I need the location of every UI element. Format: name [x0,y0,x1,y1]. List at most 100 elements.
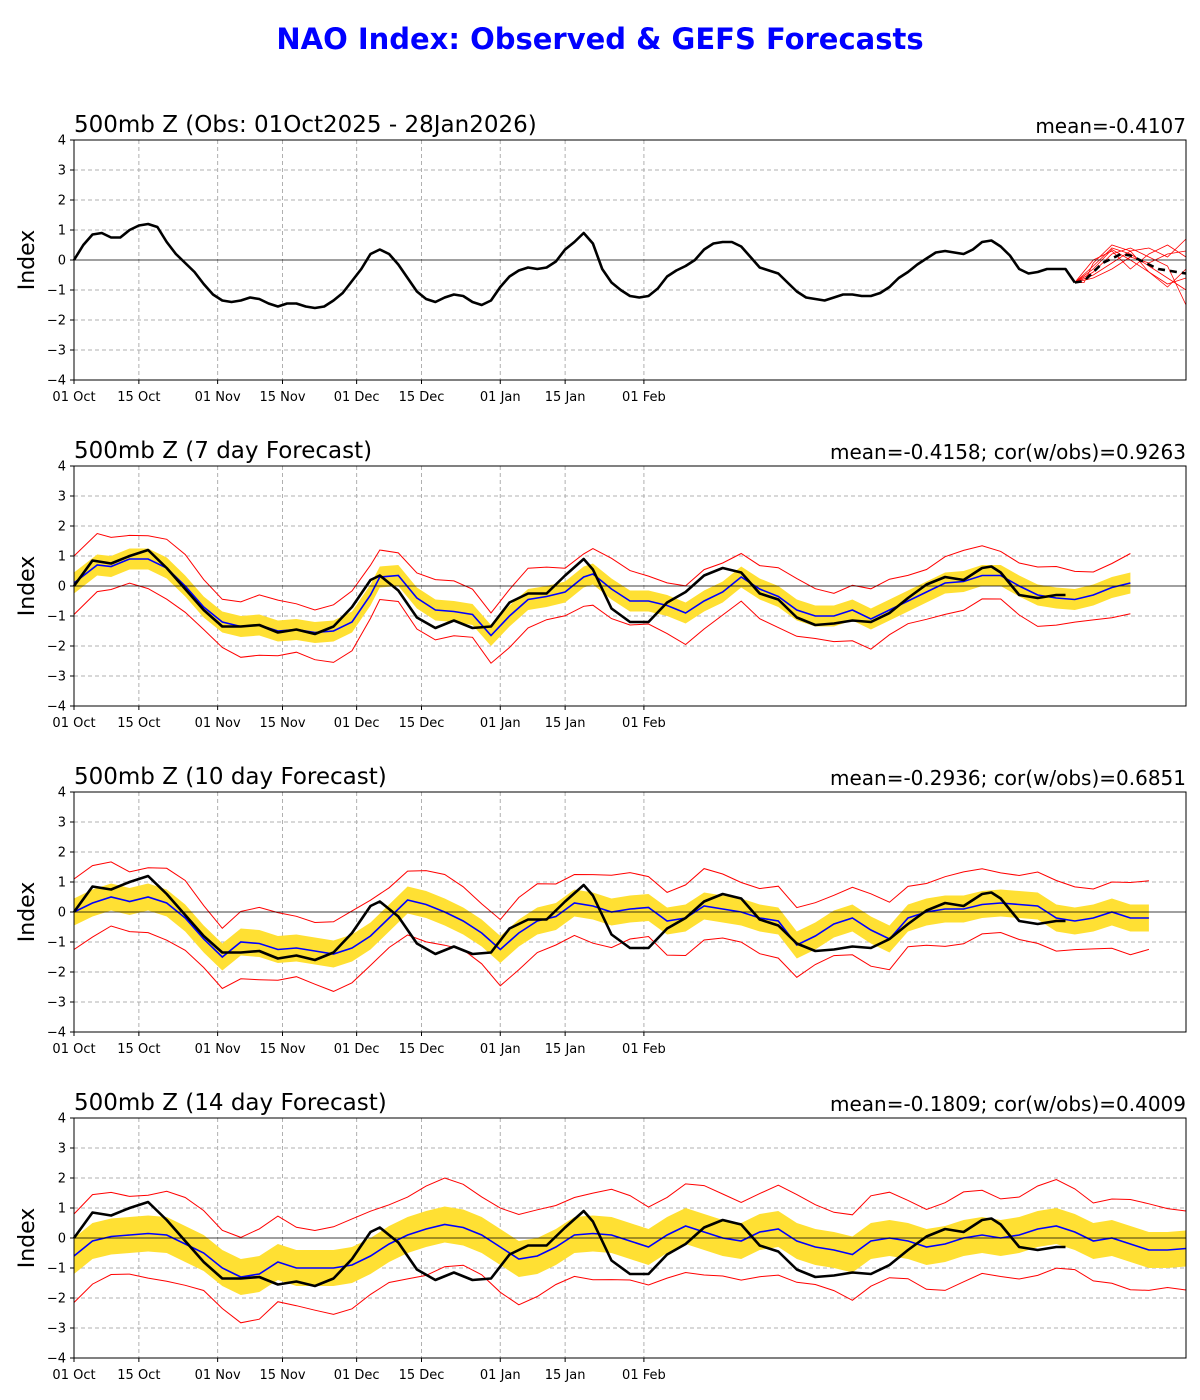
y-tick-label: 3 [58,490,66,505]
chart-panel-observed: 500mb Z (Obs: 01Oct2025 - 28Jan2026) mean… [15,112,1187,405]
x-tick-label: 15 Oct [117,390,160,405]
spread-band [74,883,1149,971]
ensemble-member-line [1074,247,1187,291]
x-tick-label: 01 Nov [195,1368,241,1383]
x-tick-label: 01 Nov [195,1042,241,1057]
x-tick-label: 15 Jan [545,1368,586,1383]
y-tick-label: −2 [47,640,66,655]
x-tick-label: 01 Jan [480,1042,521,1057]
x-tick-label: 15 Dec [399,1042,445,1057]
x-tick-label: 01 Oct [52,1368,95,1383]
panel-title: 500mb Z (Obs: 01Oct2025 - 28Jan2026) [74,112,537,138]
x-tick-label: 15 Dec [399,1368,445,1383]
y-axis-label: Index [15,1208,40,1269]
y-tick-label: 4 [58,134,66,149]
x-tick-label: 01 Jan [480,1368,521,1383]
x-tick-label: 01 Nov [195,390,241,405]
chart-panel-7-day: 500mb Z (7 day Forecast) mean=-0.4158; co… [15,438,1187,731]
y-tick-label: −3 [47,1322,66,1337]
x-tick-label: 01 Dec [334,390,380,405]
x-tick-label: 15 Oct [117,716,160,731]
y-tick-label: 0 [58,1232,66,1247]
x-tick-label: 01 Feb [622,716,666,731]
x-tick-label: 01 Jan [480,716,521,731]
y-tick-label: 4 [58,460,66,475]
ensemble-member-line [1074,238,1187,283]
x-tick-label: 15 Nov [259,1042,305,1057]
y-tick-label: −2 [47,966,66,981]
x-tick-label: 01 Oct [52,390,95,405]
y-tick-label: −1 [47,610,66,625]
y-tick-label: −1 [47,284,66,299]
y-tick-label: 4 [58,786,66,801]
ensemble-member-line [1074,247,1187,306]
range-min-line [73,582,1131,664]
y-tick-label: 1 [58,876,66,891]
range-max-line [73,1177,1187,1238]
x-tick-label: 01 Dec [334,1042,380,1057]
y-axis-label: Index [15,556,40,617]
y-tick-label: 0 [58,580,66,595]
y-tick-label: 2 [58,846,66,861]
x-tick-label: 15 Jan [545,1042,586,1057]
y-tick-label: 2 [58,520,66,535]
y-axis-label: Index [15,882,40,943]
figure-title: NAO Index: Observed & GEFS Forecasts [276,22,924,56]
x-tick-label: 15 Nov [259,1368,305,1383]
panel-title: 500mb Z (10 day Forecast) [74,764,387,790]
y-tick-label: −4 [47,700,66,715]
panel-stats: mean=-0.1809; cor(w/obs)=0.4009 [830,1092,1186,1116]
y-tick-label: 0 [58,906,66,921]
y-tick-label: 3 [58,1142,66,1157]
x-tick-label: 15 Nov [259,716,305,731]
y-tick-label: 1 [58,224,66,239]
panel-stats: mean=-0.4107 [1035,114,1186,138]
forecast-mean-dashed-line [1074,252,1187,284]
x-tick-label: 01 Oct [52,1042,95,1057]
spread-band [74,548,1131,646]
chart-panel-10-day: 500mb Z (10 day Forecast) mean=-0.2936; c… [15,764,1187,1057]
y-axis-label: Index [15,230,40,291]
x-tick-label: 15 Oct [117,1368,160,1383]
x-tick-label: 01 Feb [622,1368,666,1383]
x-tick-label: 15 Dec [399,390,445,405]
observed-line [72,548,1066,636]
x-tick-label: 01 Dec [334,1368,380,1383]
x-tick-label: 15 Dec [399,716,445,731]
y-tick-label: 2 [58,1172,66,1187]
y-tick-label: 3 [58,164,66,179]
y-tick-label: −4 [47,1026,66,1041]
y-tick-label: 1 [58,1202,66,1217]
y-tick-label: −2 [47,1292,66,1307]
y-tick-label: 3 [58,816,66,831]
range-min-line [73,925,1150,992]
x-tick-label: 15 Jan [545,716,586,731]
panel-title: 500mb Z (7 day Forecast) [74,438,372,464]
observed-line [72,222,1076,310]
y-tick-label: −4 [47,374,66,389]
x-tick-label: 15 Jan [545,390,586,405]
y-tick-label: −1 [47,936,66,951]
y-tick-label: 2 [58,194,66,209]
x-tick-label: 01 Oct [52,716,95,731]
observed-line [72,874,1066,962]
panel-stats: mean=-0.4158; cor(w/obs)=0.9263 [830,440,1186,464]
y-tick-label: −3 [47,996,66,1011]
range-max-line [73,861,1149,930]
y-tick-label: −1 [47,1262,66,1277]
x-tick-label: 01 Nov [195,716,241,731]
spread-band [74,1206,1186,1295]
x-tick-label: 01 Jan [480,390,521,405]
x-tick-label: 01 Feb [622,390,666,405]
chart-panel-14-day: 500mb Z (14 day Forecast) mean=-0.1809; c… [15,1090,1187,1383]
y-tick-label: −3 [47,670,66,685]
x-tick-label: 01 Dec [334,716,380,731]
y-tick-label: 1 [58,550,66,565]
ensemble-member-line [1074,250,1187,283]
panel-stats: mean=-0.2936; cor(w/obs)=0.6851 [830,766,1186,790]
x-tick-label: 15 Oct [117,1042,160,1057]
panel-title: 500mb Z (14 day Forecast) [74,1090,387,1116]
y-tick-label: −3 [47,344,66,359]
range-max-line [73,532,1131,614]
range-min-line [73,1264,1187,1324]
